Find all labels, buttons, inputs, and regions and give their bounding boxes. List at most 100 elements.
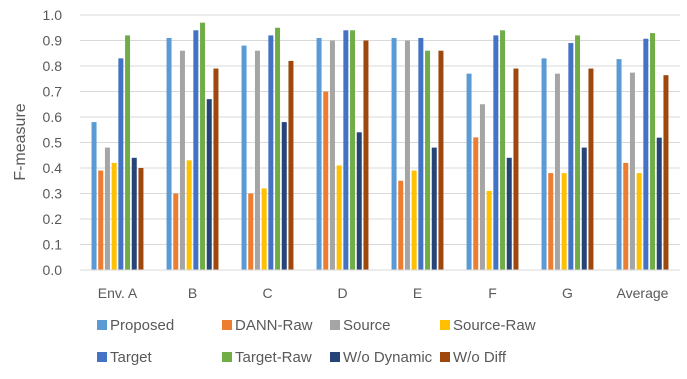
bar	[98, 170, 104, 270]
bar	[281, 122, 287, 270]
x-tick-label: D	[337, 285, 347, 301]
bar	[643, 38, 649, 271]
legend-swatch	[97, 352, 107, 362]
bar	[248, 193, 254, 270]
legend-label: Proposed	[110, 317, 174, 334]
bar	[663, 75, 669, 271]
bar	[336, 165, 342, 270]
bar	[241, 45, 247, 270]
bar	[356, 132, 362, 270]
bar	[131, 157, 137, 270]
bar	[391, 37, 397, 271]
bar	[561, 173, 567, 270]
x-tick-label: E	[413, 285, 422, 301]
bar	[350, 30, 356, 270]
x-tick-label: Env. A	[98, 285, 138, 301]
bar	[200, 22, 206, 271]
bar	[575, 35, 581, 271]
bar	[323, 91, 329, 270]
legend-swatch	[97, 320, 107, 330]
y-tick-label: 0.3	[43, 186, 63, 202]
bar	[500, 30, 506, 270]
y-axis-label: F-measure	[12, 103, 29, 180]
bar	[541, 58, 547, 270]
bar	[404, 40, 410, 270]
bar	[138, 168, 144, 270]
bar	[629, 72, 635, 270]
bars	[91, 22, 669, 271]
bar	[466, 73, 472, 271]
bar	[650, 33, 656, 271]
legend-item: Source	[330, 317, 391, 334]
legend-label: Target-Raw	[235, 349, 312, 366]
bar	[581, 147, 587, 270]
bar	[179, 50, 185, 271]
legend-label: Source-Raw	[453, 317, 536, 334]
legend-label: DANN-Raw	[235, 317, 313, 334]
bar	[473, 137, 479, 270]
legend-item: W/o Dynamic	[330, 349, 433, 366]
y-tick-label: 0.0	[43, 262, 63, 278]
bar	[363, 40, 369, 270]
bar	[118, 58, 124, 270]
y-tick-label: 0.1	[43, 237, 63, 253]
legend: Proposed DANN-Raw Source Source-Raw Target Ta…	[97, 317, 536, 366]
legend-swatch	[222, 352, 232, 362]
bar	[479, 104, 485, 270]
legend-swatch	[440, 320, 450, 330]
x-tick-label: G	[562, 285, 573, 301]
bar	[111, 162, 117, 270]
legend-swatch	[440, 352, 450, 362]
legend-item: Target-Raw	[222, 349, 312, 366]
legend-swatch	[330, 320, 340, 330]
legend-item: Target	[97, 349, 153, 366]
y-tick-label: 0.6	[43, 109, 63, 125]
y-tick-label: 0.2	[43, 211, 63, 227]
y-tick-label: 0.4	[43, 160, 63, 176]
bar	[186, 160, 192, 270]
bar	[254, 50, 260, 271]
bar	[316, 37, 322, 271]
bar	[398, 180, 404, 270]
x-tick-label: B	[188, 285, 197, 301]
bar	[91, 122, 97, 270]
bar	[288, 60, 294, 271]
y-tick-label: 0.8	[43, 58, 63, 74]
bar	[418, 37, 424, 271]
x-tick-label: C	[262, 285, 272, 301]
bar	[493, 35, 499, 271]
bar	[166, 37, 172, 271]
legend-label: W/o Diff	[453, 349, 507, 366]
legend-label: W/o Dynamic	[343, 349, 433, 366]
bar	[125, 35, 131, 271]
bar	[268, 35, 274, 271]
bar	[411, 170, 417, 270]
y-tick-label: 0.5	[43, 135, 63, 151]
bar	[513, 68, 519, 270]
axes: 0.0 0.1 0.2 0.3 0.4 0.5 0.6 0.7 0.8 0.9 1.0 Env. A B…	[43, 7, 680, 301]
bar	[568, 43, 574, 270]
bar	[588, 68, 594, 270]
y-tick-label: 0.7	[43, 84, 63, 100]
legend-swatch	[330, 352, 340, 362]
bar	[329, 40, 335, 270]
legend-item: W/o Diff	[440, 349, 507, 366]
bar	[261, 188, 267, 270]
bar	[193, 30, 199, 270]
bar	[636, 173, 642, 270]
bar	[206, 99, 212, 271]
bar	[486, 190, 492, 270]
x-tick-label: Average	[617, 285, 669, 301]
legend-item: Source-Raw	[440, 317, 536, 334]
bar	[656, 137, 662, 270]
bar	[506, 157, 512, 270]
legend-item: Proposed	[97, 317, 174, 334]
bar	[213, 68, 219, 270]
x-tick-label: F	[488, 285, 497, 301]
legend-label: Target	[110, 349, 153, 366]
bar	[173, 193, 179, 270]
legend-swatch	[222, 320, 232, 330]
bar	[431, 147, 437, 270]
bar	[438, 50, 444, 271]
